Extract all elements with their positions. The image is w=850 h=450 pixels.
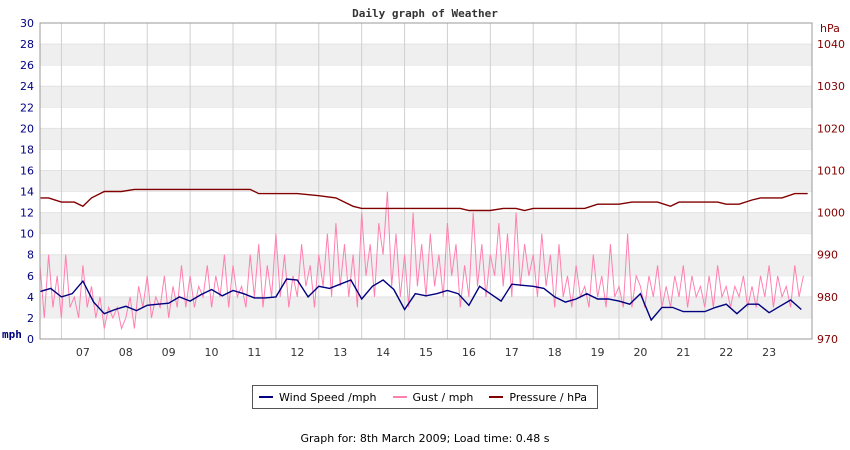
pressure-swatch — [489, 396, 504, 398]
series-wind-speed-mph — [39, 278, 802, 322]
legend-label-wind: Wind Speed /mph — [279, 390, 377, 404]
x-tick-label: 11 — [247, 346, 261, 359]
legend: Wind Speed /mph Gust / mph Pressure / hP… — [252, 385, 598, 409]
right-tick-label: 1010 — [817, 164, 845, 177]
left-tick-label: 6 — [27, 270, 34, 283]
left-axis-unit: mph — [2, 328, 22, 341]
legend-label-pressure: Pressure / hPa — [509, 390, 587, 404]
x-tick-label: 13 — [333, 346, 347, 359]
legend-label-gust: Gust / mph — [412, 390, 474, 404]
grid-band — [40, 128, 812, 150]
x-tick-label: 21 — [676, 346, 690, 359]
x-tick-label: 15 — [419, 346, 433, 359]
x-tick-label: 17 — [505, 346, 519, 359]
grid-band — [40, 86, 812, 108]
right-tick-label: 1040 — [817, 38, 845, 51]
right-axis-ticks: 970 980 990 1000 1010 1020 1030 1040 — [817, 38, 845, 346]
left-tick-label: 20 — [20, 122, 34, 135]
left-tick-label: 22 — [20, 101, 34, 114]
left-tick-label: 28 — [20, 38, 34, 51]
left-tick-label: 24 — [20, 80, 34, 93]
footer-note: Graph for: 8th March 2009; Load time: 0.… — [300, 432, 550, 445]
legend-item-wind: Wind Speed /mph — [259, 391, 377, 404]
left-tick-label: 14 — [20, 186, 34, 199]
grid-band — [40, 170, 812, 192]
x-tick-label: 10 — [205, 346, 219, 359]
x-tick-label: 22 — [719, 346, 733, 359]
x-tick-label: 08 — [119, 346, 133, 359]
left-tick-label: 8 — [27, 249, 34, 262]
series-lines — [39, 188, 808, 331]
left-tick-label: 30 — [20, 17, 34, 30]
x-tick-label: 16 — [462, 346, 476, 359]
left-tick-label: 0 — [27, 333, 34, 346]
left-tick-label: 2 — [27, 312, 34, 325]
gust-swatch — [392, 396, 407, 398]
right-tick-label: 980 — [817, 291, 838, 304]
right-tick-label: 970 — [817, 333, 838, 346]
left-tick-label: 26 — [20, 59, 34, 72]
grid-bands — [40, 22, 812, 319]
chart-title: Daily graph of Weather — [352, 7, 498, 20]
left-tick-label: 16 — [20, 164, 34, 177]
grid-band — [40, 296, 812, 318]
x-axis-ticks: 07 08 09 10 11 12 13 14 15 16 17 18 19 20 21 22 23 — [76, 346, 776, 359]
left-tick-label: 4 — [27, 291, 34, 304]
right-axis-unit: hPa — [820, 22, 840, 35]
right-tick-label: 1000 — [817, 207, 845, 220]
legend-item-gust: Gust / mph — [392, 390, 474, 404]
x-tick-label: 07 — [76, 346, 90, 359]
x-tick-label: 20 — [633, 346, 647, 359]
x-tick-label: 14 — [376, 346, 390, 359]
grid-band — [40, 254, 812, 276]
x-tick-label: 23 — [762, 346, 776, 359]
x-tick-label: 18 — [548, 346, 562, 359]
grid-band — [40, 212, 812, 234]
wind-swatch — [259, 396, 273, 398]
legend-item-pressure: Pressure / hPa — [489, 391, 587, 404]
left-tick-label: 10 — [20, 228, 34, 241]
x-tick-label: 12 — [290, 346, 304, 359]
series-pressure-hpa — [40, 188, 808, 212]
left-tick-label: 12 — [20, 207, 34, 220]
plot-frame — [39, 22, 813, 340]
right-tick-label: 1030 — [817, 80, 845, 93]
left-tick-label: 18 — [20, 143, 34, 156]
right-tick-label: 1020 — [817, 122, 845, 135]
grid-band — [40, 44, 812, 66]
x-tick-label: 09 — [162, 346, 176, 359]
x-tick-label: 19 — [591, 346, 605, 359]
right-tick-label: 990 — [817, 249, 838, 262]
